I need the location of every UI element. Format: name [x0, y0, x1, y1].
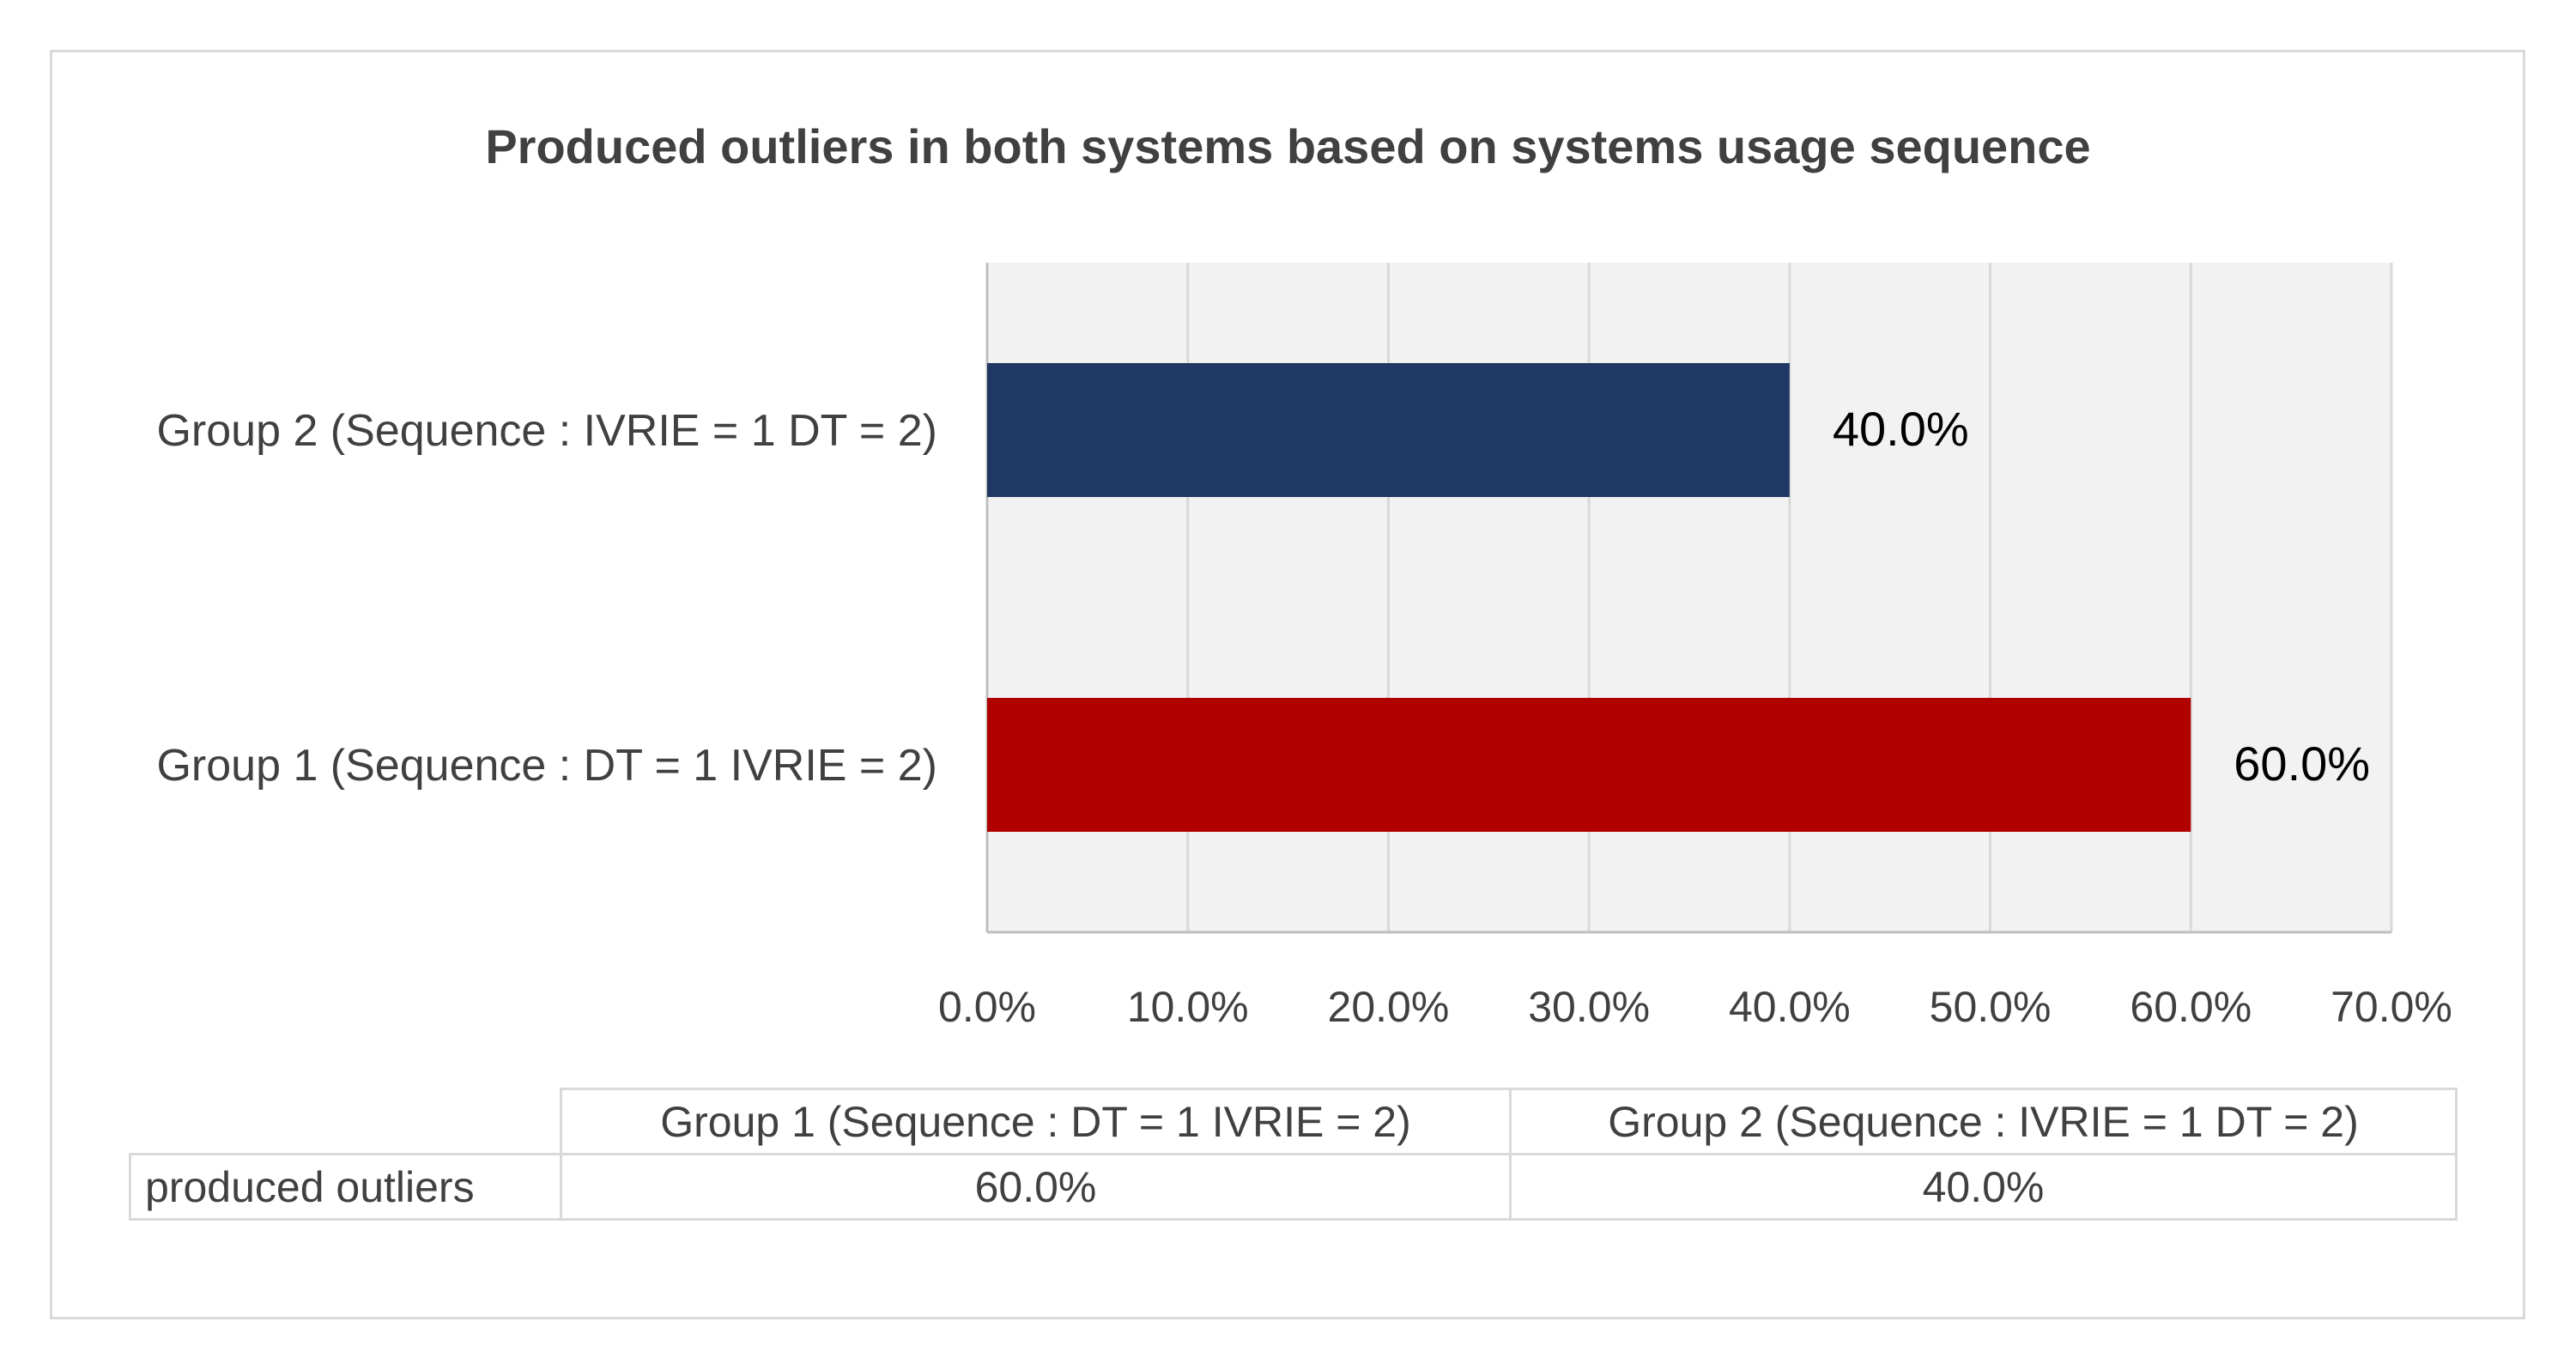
data-label: 40.0% [1833, 402, 1969, 456]
x-tick-label: 70.0% [2331, 983, 2452, 1031]
table-cell-group-2: 40.0% [1509, 1153, 2458, 1221]
x-tick-label: 20.0% [1328, 983, 1450, 1031]
data-label: 60.0% [2234, 737, 2370, 791]
x-tick-label: 10.0% [1127, 983, 1249, 1031]
table-header-row: Group 1 (Sequence : DT = 1 IVRIE = 2) Gr… [130, 1088, 2458, 1155]
table-row-label: produced outliers [129, 1153, 562, 1221]
table-cell-group-1: 60.0% [560, 1153, 1512, 1221]
table-corner-cell [130, 1088, 562, 1155]
category-label: Group 1 (Sequence : DT = 1 IVRIE = 2) [156, 741, 937, 791]
x-tick-label: 30.0% [1528, 983, 1650, 1031]
bar-1 [987, 698, 2191, 832]
x-tick-label: 50.0% [1930, 983, 2052, 1031]
x-tick-label: 40.0% [1729, 983, 1851, 1031]
table-row: produced outliers 60.0% 40.0% [129, 1153, 2458, 1221]
category-label: Group 2 (Sequence : IVRIE = 1 DT = 2) [156, 406, 937, 456]
x-tick-label: 60.0% [2130, 983, 2252, 1031]
table-header-group-2: Group 2 (Sequence : IVRIE = 1 DT = 2) [1509, 1088, 2458, 1155]
bar-2 [987, 363, 1790, 497]
chart-title: Produced outliers in both systems based … [485, 119, 2091, 173]
x-tick-label: 0.0% [938, 983, 1036, 1031]
data-table: Group 1 (Sequence : DT = 1 IVRIE = 2) Gr… [129, 1088, 2458, 1221]
table-header-group-1: Group 1 (Sequence : DT = 1 IVRIE = 2) [560, 1088, 1512, 1155]
